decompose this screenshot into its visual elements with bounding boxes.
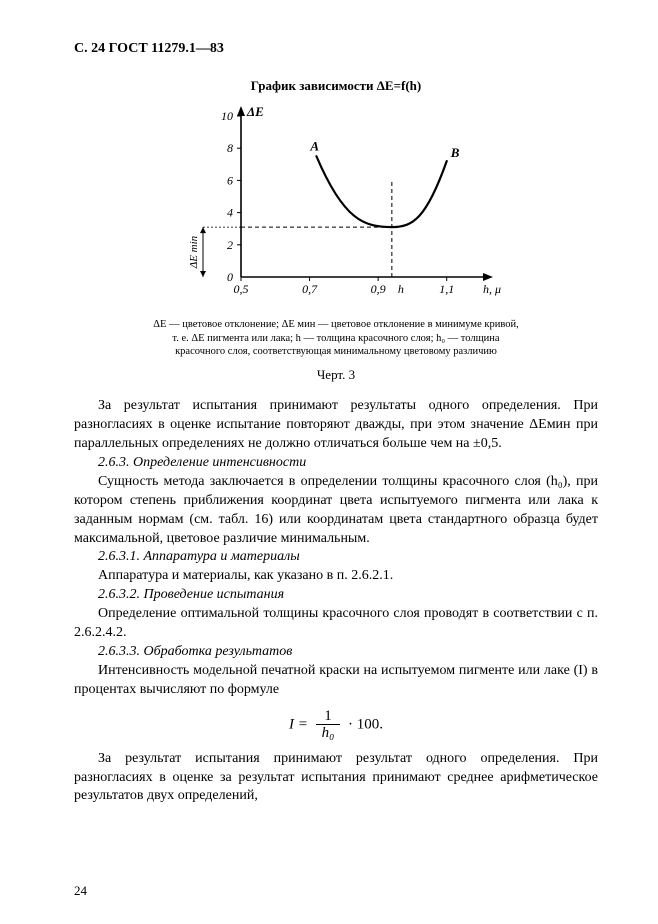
svg-text:h: h (398, 282, 404, 296)
svg-text:6: 6 (227, 174, 233, 188)
svg-text:B: B (450, 146, 460, 161)
paragraph: За результат испытания принимают результ… (74, 397, 598, 454)
svg-text:h, μm: h, μm (483, 282, 501, 296)
section-heading: 2.6.3.1. Аппаратура и материалы (74, 548, 598, 567)
chart: 2 4 6 8 10 0,5 0,7 0,9 1,1 ΔE h, μm 0 A Bh ΔE min (74, 102, 598, 312)
svg-text:0,5: 0,5 (234, 282, 249, 296)
svg-text:ΔE: ΔE (246, 104, 264, 119)
figure-label: Черт. 3 (74, 366, 598, 384)
svg-text:0: 0 (227, 270, 233, 284)
svg-text:8: 8 (227, 142, 233, 156)
paragraph: За результат испытания принимают результ… (74, 750, 598, 807)
section-heading: 2.6.3.3. Обработка результатов (74, 643, 598, 662)
svg-text:4: 4 (227, 206, 233, 220)
svg-text:ΔE min: ΔE min (188, 236, 200, 270)
svg-text:0,9: 0,9 (371, 282, 386, 296)
chart-caption: ΔE — цветовое отклонение; ΔE мин — цвето… (151, 318, 521, 357)
chart-title: График зависимости ΔE=f(h) (74, 77, 598, 95)
svg-text:1,1: 1,1 (439, 282, 454, 296)
svg-text:0,7: 0,7 (302, 282, 318, 296)
section-heading: 2.6.3. Определение интенсивности (74, 454, 598, 473)
page-header: С. 24 ГОСТ 11279.1—83 (74, 40, 598, 59)
paragraph: Аппаратура и материалы, как указано в п.… (74, 567, 598, 586)
svg-text:10: 10 (221, 109, 233, 123)
paragraph: Сущность метода заключается в определени… (74, 473, 598, 549)
formula: I = 1 h₀ · 100. (74, 708, 598, 742)
svg-text:A: A (309, 139, 319, 154)
chart-svg: 2 4 6 8 10 0,5 0,7 0,9 1,1 ΔE h, μm 0 A Bh ΔE min (171, 102, 501, 312)
paragraph: Определение оптимальной толщины красочно… (74, 605, 598, 643)
page-number: 24 (74, 882, 87, 900)
paragraph: Интенсивность модельной печатной краски … (74, 662, 598, 700)
svg-text:2: 2 (227, 238, 233, 252)
section-heading: 2.6.3.2. Проведение испытания (74, 586, 598, 605)
